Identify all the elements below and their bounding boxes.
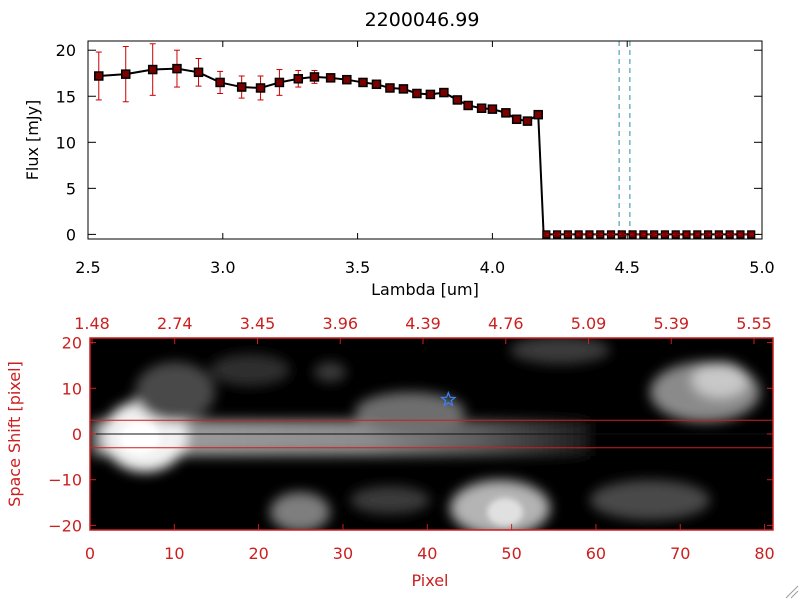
data-point bbox=[425, 89, 436, 100]
spatial-image-panel: 0 10 20 30 40 50 60 70 80 −20 −10 0 10 20 1.48 2.74 3.… bbox=[5, 314, 775, 590]
image-y-tick-label: 10 bbox=[62, 379, 82, 398]
y-tick-label: 0 bbox=[66, 225, 76, 244]
image-x-tick-label: 50 bbox=[501, 544, 521, 563]
x-tick-label: 3.5 bbox=[345, 258, 370, 277]
image-x-tick-label: 80 bbox=[754, 544, 774, 563]
image-x-tick-label: 10 bbox=[164, 544, 184, 563]
data-point bbox=[358, 77, 368, 88]
image-x-tick-label: 20 bbox=[248, 544, 268, 563]
data-point bbox=[385, 83, 395, 93]
data-point bbox=[487, 104, 498, 114]
x-tick-label: 3.0 bbox=[210, 258, 235, 277]
image-y-tick-label: −20 bbox=[48, 516, 82, 535]
x-tick-label: 2.5 bbox=[75, 258, 100, 277]
wavelength-tick-label: 5.55 bbox=[736, 314, 772, 333]
image-x-tick-label: 70 bbox=[670, 544, 690, 563]
data-point bbox=[398, 84, 409, 94]
star-marker-icon bbox=[439, 390, 457, 407]
image-x-tick-label: 30 bbox=[333, 544, 353, 563]
data-point bbox=[371, 79, 382, 90]
data-point bbox=[439, 87, 449, 98]
data-point bbox=[476, 103, 487, 113]
x-axis-label: Lambda [um] bbox=[371, 280, 479, 299]
data-point bbox=[120, 69, 131, 79]
data-point bbox=[293, 74, 304, 84]
data-point bbox=[147, 64, 158, 75]
data-point bbox=[94, 71, 104, 81]
data-point bbox=[236, 82, 247, 92]
wavelength-tick-label: 5.39 bbox=[653, 314, 689, 333]
wavelength-tick-label: 1.48 bbox=[74, 314, 110, 333]
wavelength-tick-label: 2.74 bbox=[157, 314, 193, 333]
image-y-tick-label: 20 bbox=[62, 334, 82, 353]
x-tick-label: 4.0 bbox=[480, 258, 505, 277]
data-point bbox=[522, 116, 533, 126]
flux-spectrum-chart: 2200046.99 2.5 3.0 3.5 4.0 4.5 5.0 0 5 10 15 20 L… bbox=[23, 9, 775, 299]
wavelength-tick-label: 5.09 bbox=[571, 314, 607, 333]
data-point bbox=[215, 77, 225, 88]
data-point bbox=[172, 63, 182, 74]
chart-title: 2200046.99 bbox=[365, 9, 480, 31]
data-point bbox=[342, 74, 352, 85]
data-point bbox=[511, 114, 522, 125]
flux-line bbox=[98, 67, 752, 236]
image-y-tick-label: 0 bbox=[72, 425, 82, 444]
y-tick-label: 10 bbox=[56, 133, 76, 152]
image-y-tick-label: −10 bbox=[48, 471, 82, 490]
wavelength-tick-label: 3.96 bbox=[322, 314, 358, 333]
data-point bbox=[463, 100, 473, 111]
data-point bbox=[325, 73, 336, 83]
y-axis-label: Flux [mJy] bbox=[23, 100, 42, 181]
wavelength-tick-label: 3.45 bbox=[240, 314, 276, 333]
image-x-tick-label: 60 bbox=[586, 544, 606, 563]
resize-grip-icon[interactable] bbox=[785, 585, 799, 599]
x-tick-label: 5.0 bbox=[749, 258, 774, 277]
y-tick-label: 20 bbox=[56, 41, 76, 60]
image-x-axis-label: Pixel bbox=[411, 571, 448, 590]
data-point bbox=[412, 88, 422, 99]
data-point bbox=[193, 67, 204, 78]
y-tick-label: 15 bbox=[56, 87, 76, 106]
x-tick-label: 4.5 bbox=[614, 258, 639, 277]
image-y-axis-label: Space Shift [pixel] bbox=[5, 361, 24, 507]
data-point bbox=[501, 108, 511, 118]
data-point bbox=[533, 109, 543, 120]
wavelength-tick-label: 4.76 bbox=[488, 314, 524, 333]
image-x-tick-label: 40 bbox=[417, 544, 437, 563]
data-point bbox=[274, 77, 285, 88]
wavelength-tick-label: 4.39 bbox=[405, 314, 441, 333]
image-content bbox=[90, 338, 760, 530]
data-point bbox=[255, 83, 266, 93]
y-tick-label: 5 bbox=[66, 179, 76, 198]
data-point bbox=[452, 95, 463, 105]
data-point bbox=[309, 72, 320, 82]
top-plot-frame bbox=[87, 40, 763, 240]
image-x-tick-label: 0 bbox=[85, 544, 95, 563]
